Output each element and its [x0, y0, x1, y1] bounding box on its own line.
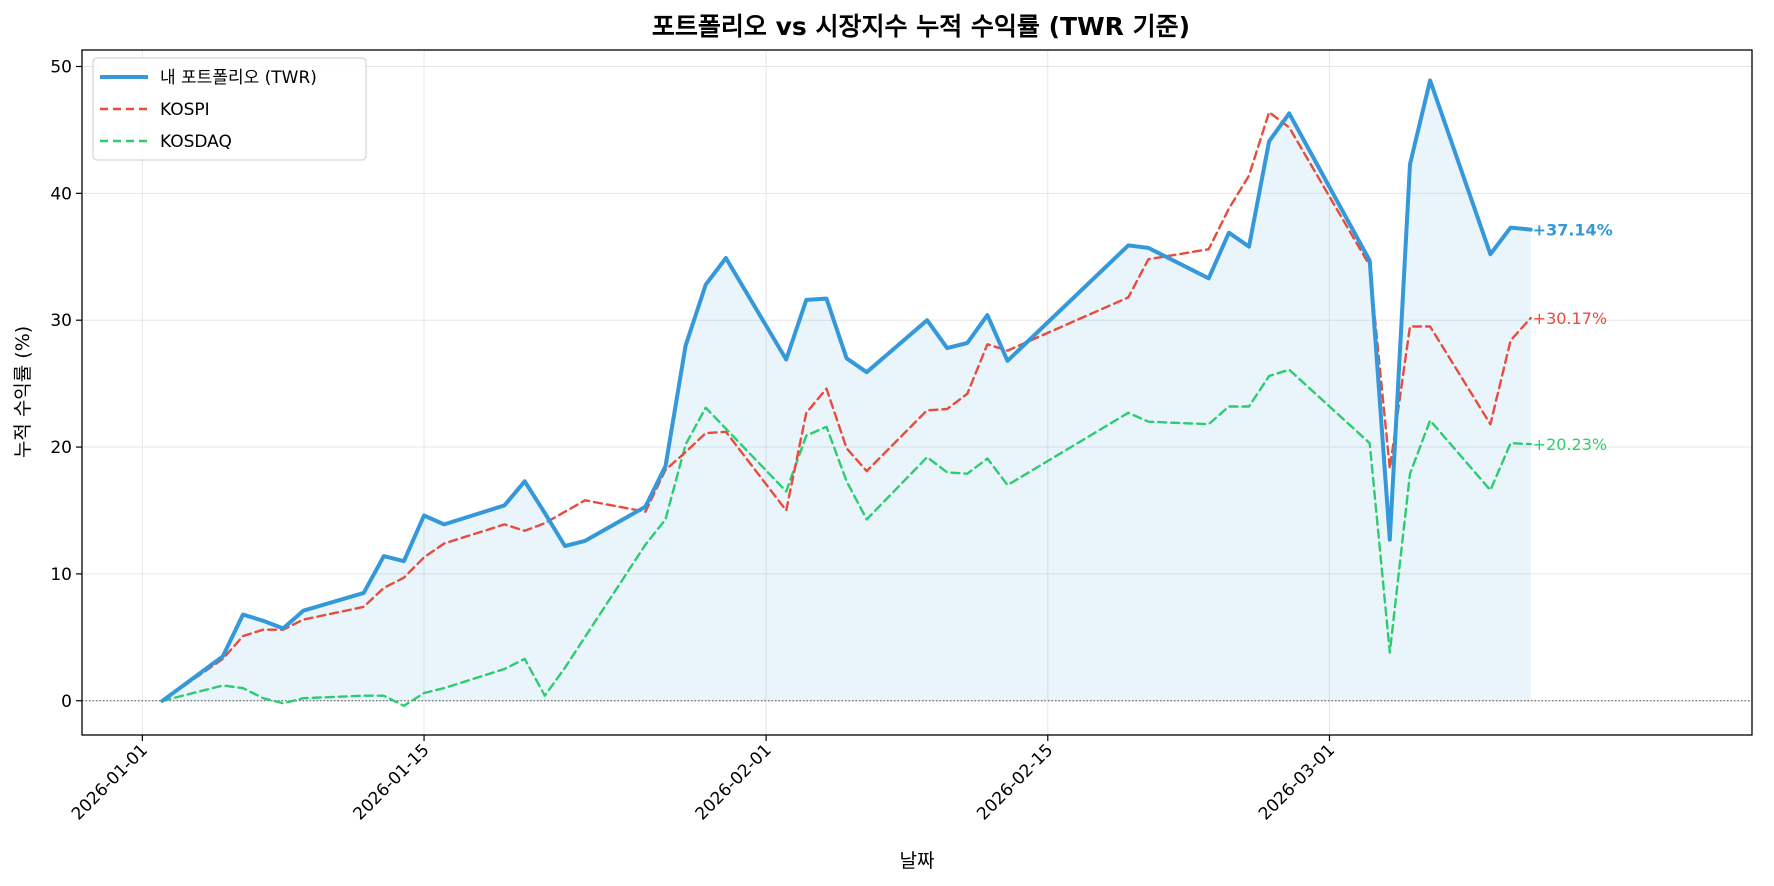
y-tick-label: 30 [50, 311, 72, 331]
series-fill-0 [162, 80, 1531, 701]
y-tick-label: 50 [50, 57, 72, 77]
series-end-label-1: +30.17% [1533, 309, 1607, 328]
legend: 내 포트폴리오 (TWR) KOSPI KOSDAQ [92, 57, 367, 161]
plot-frame [81, 49, 1753, 736]
x-axis-label: 날짜 [900, 850, 935, 872]
series-line-2 [161, 368, 1532, 707]
y-axis: 0 10 20 30 40 50 [50, 57, 82, 712]
legend-items: 내 포트폴리오 (TWR) KOSPI KOSDAQ [100, 68, 317, 152]
chart-title: 포트폴리오 vs 시장지수 누적 수익률 (TWR 기준) [652, 12, 1190, 41]
end-labels: +20.23% +30.17% +37.14% [1533, 221, 1613, 455]
series-layer [160, 78, 1533, 707]
legend-box [92, 57, 367, 161]
legend-label-2: KOSDAQ [160, 132, 232, 152]
legend-label-1: KOSPI [160, 100, 210, 120]
y-tick-label: 0 [61, 692, 72, 712]
y-tick-label: 20 [50, 438, 72, 458]
series-line-0 [160, 78, 1533, 703]
y-tick-label: 10 [50, 565, 72, 585]
grid [82, 50, 1752, 735]
y-axis-label: 누적 수익률 (%) [12, 326, 34, 458]
series-line-1 [161, 111, 1532, 702]
series-end-label-0: +37.14% [1533, 221, 1613, 240]
y-tick-label: 40 [50, 184, 72, 204]
series-end-label-2: +20.23% [1533, 435, 1607, 454]
legend-label-0: 내 포트폴리오 (TWR) [160, 68, 317, 88]
fill-layer [162, 80, 1531, 701]
